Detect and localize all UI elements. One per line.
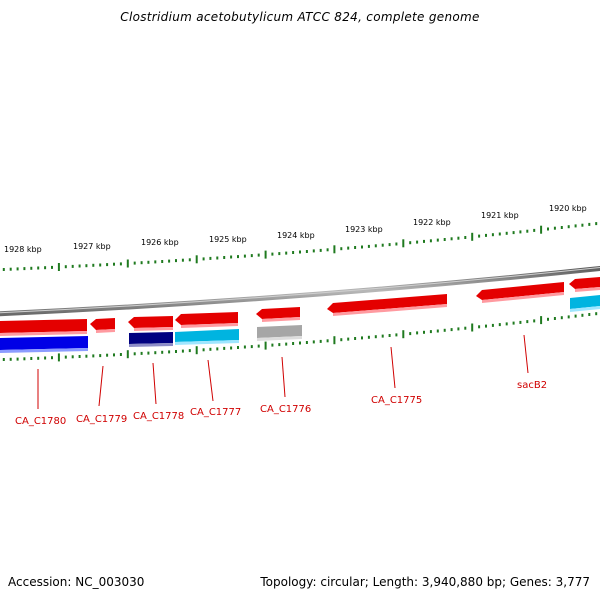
map-title: Clostridium acetobutylicum ATCC 824, com… bbox=[120, 10, 480, 24]
kbp-label: 1920 kbp bbox=[549, 204, 587, 213]
gene-label-ca-c1778[interactable]: CA_C1778 bbox=[133, 411, 184, 422]
gene-label-ca-c1775[interactable]: CA_C1775 bbox=[371, 395, 422, 406]
leader-line bbox=[281, 356, 286, 398]
gene-ca-c1778-forward[interactable] bbox=[128, 316, 173, 331]
genome-backbone-highlight bbox=[0, 267, 600, 314]
gene-label-ca-c1776[interactable]: CA_C1776 bbox=[260, 404, 311, 415]
forward-gene-track bbox=[0, 277, 600, 336]
gene-ca-c1777-forward[interactable] bbox=[175, 312, 238, 328]
kbp-label: 1925 kbp bbox=[209, 235, 247, 244]
kbp-label: 1928 kbp bbox=[4, 245, 42, 254]
leader-line bbox=[98, 365, 104, 407]
gene-ca-c1780-blue[interactable] bbox=[0, 336, 88, 353]
kbp-label: 1922 kbp bbox=[413, 218, 451, 227]
inner-tick-track bbox=[2, 312, 598, 362]
leader-line bbox=[152, 362, 157, 405]
genome-summary: Topology: circular; Length: 3,940,880 bp… bbox=[260, 575, 590, 589]
kbp-label: 1927 kbp bbox=[73, 242, 111, 251]
gene-label-group: CA_C1780 CA_C1779 CA_C1778 CA_C1777 CA_C… bbox=[15, 380, 547, 427]
leader-line bbox=[390, 346, 396, 389]
gene-ca-c1776-gray[interactable] bbox=[257, 325, 302, 341]
gene-sacb2[interactable] bbox=[476, 282, 564, 303]
leader-line bbox=[523, 334, 529, 374]
kbp-label: 1926 kbp bbox=[141, 238, 179, 247]
gene-label-ca-c1777[interactable]: CA_C1777 bbox=[190, 407, 241, 418]
outer-tick-track bbox=[2, 222, 598, 271]
gene-ca-c1780-forward[interactable] bbox=[0, 319, 87, 336]
gene-leader-lines bbox=[37, 334, 529, 409]
kbp-label-group: 1928 kbp 1927 kbp 1926 kbp 1925 kbp 1924… bbox=[4, 204, 587, 254]
gene-ca-c1775[interactable] bbox=[327, 294, 447, 316]
reverse-gene-track bbox=[0, 295, 600, 353]
kbp-label: 1921 kbp bbox=[481, 211, 519, 220]
gene-label-ca-c1779[interactable]: CA_C1779 bbox=[76, 414, 127, 425]
gene-edge-cyan[interactable] bbox=[570, 295, 600, 312]
leader-line bbox=[207, 359, 214, 402]
kbp-label: 1924 kbp bbox=[277, 231, 315, 240]
accession-label: Accession: NC_003030 bbox=[8, 575, 145, 589]
genome-backbone bbox=[0, 266, 600, 317]
gene-ca-c1777-cyan[interactable] bbox=[175, 329, 239, 345]
gene-edge-forward[interactable] bbox=[569, 277, 600, 292]
kbp-label: 1923 kbp bbox=[345, 225, 383, 234]
gene-ca-c1776-forward[interactable] bbox=[256, 307, 300, 322]
gene-label-sacb2[interactable]: sacB2 bbox=[517, 380, 547, 391]
gene-label-ca-c1780[interactable]: CA_C1780 bbox=[15, 416, 66, 427]
gene-ca-c1779[interactable] bbox=[90, 318, 115, 333]
gene-ca-c1778-navy[interactable] bbox=[129, 332, 173, 347]
